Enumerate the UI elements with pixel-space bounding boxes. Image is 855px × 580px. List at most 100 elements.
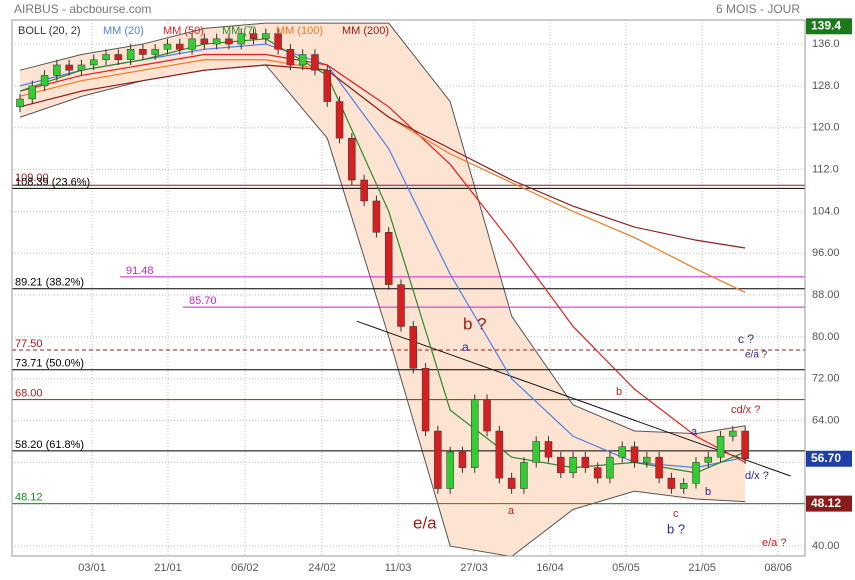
candle-body [16,98,24,108]
candle-body [77,64,86,71]
y-tick-label: 40.00 [812,540,840,552]
candle-body [667,477,676,489]
candle-body [176,43,184,50]
legend-item: BOLL (20, 2) [18,25,81,37]
candle-body [225,38,233,45]
annotation: d/x ? [745,470,769,482]
moving-average [19,64,746,249]
plot-border [11,19,806,557]
candle-body [483,399,491,432]
legend-item: MM (200) [342,25,389,37]
annotation: c ? [738,332,754,346]
candle-body [28,85,37,100]
candle-body [151,49,159,55]
y-tick-label: 112.0 [812,163,839,175]
annotation: a [462,340,469,354]
candle-body [716,435,725,458]
y-tick-label: 120.0 [812,122,840,134]
candle-body [286,49,295,66]
y-tick-label: 128.0 [812,80,840,92]
x-tick-label: 21/01 [154,562,182,574]
bollinger-fill [19,23,746,556]
candle-body [274,33,282,50]
plot-area [12,20,805,556]
candle-body [65,64,73,71]
candle-body [507,477,516,489]
x-tick-label: 27/03 [460,562,488,574]
candle-body [348,137,356,181]
price-tag [806,450,852,467]
chart-title: AIRBUS - abcbourse.com [14,2,151,16]
annotation: b ? [463,314,487,333]
candle-body [630,446,639,463]
price-tag-label: 139.4 [811,18,841,32]
annotation: e/a ? [762,537,786,549]
x-tick-label: 06/02 [231,562,259,574]
x-tick-label: 05/05 [612,562,640,574]
legend-item: MM (100) [276,25,323,37]
level-label: 68.00 [15,388,43,400]
candle-body [40,75,49,87]
annotation: b [705,486,711,498]
candle-body [384,232,393,285]
candle-body [593,467,602,479]
candle-body [212,38,221,45]
candle-body [188,38,196,50]
candle-body [262,33,270,40]
legend-item: MM (50) [163,25,204,37]
level-label: 89.21 (38.2%) [15,277,84,289]
level-label: 91.48 [126,265,154,277]
candle-body [323,69,332,102]
candle-body [458,451,467,468]
price-tag-label: 48.12 [811,496,841,510]
candle-body [200,38,209,45]
y-tick-label: 88.00 [812,289,840,301]
x-tick-label: 03/01 [78,562,106,574]
level-label: 48.12 [15,492,43,504]
candle-body [692,462,700,484]
level-label: 108.39 (23.6%) [15,176,90,188]
level-label: 85.70 [189,295,217,307]
candle-body [569,456,577,474]
y-tick-label: 72.00 [812,373,840,385]
candle-body [126,49,135,60]
candle-body [298,54,307,66]
y-tick-label: 96.00 [812,247,840,259]
level-label: 58.20 (61.8%) [15,439,84,451]
annotation: a [508,505,515,517]
candle-body [520,462,528,489]
candle-body [655,456,663,479]
legend-item: MM (20) [103,25,144,37]
level-label: 73.71 (50.0%) [15,358,84,370]
annotation: a [691,426,698,438]
candle-body [53,64,61,76]
candle-body [643,456,651,463]
candle-body [544,441,553,458]
candle-body [237,33,245,45]
candle-body [741,430,749,459]
candle-body [89,59,98,66]
candle-body [102,54,110,60]
price-tag [806,495,852,512]
candle-body [606,456,614,479]
moving-average [19,53,746,463]
candle-body [495,430,504,479]
candle-body [397,284,405,327]
candle-body [114,54,123,60]
candle-body [532,441,540,463]
y-tick-label: 136.0 [812,38,840,50]
chart-subtitle: 6 MOIS - JOUR [716,2,800,16]
price-tag-label: 56.70 [811,451,841,465]
annotation: e/a [413,513,437,532]
candle-body [360,179,368,202]
candle-body [618,446,626,458]
legend-item: MM (7) [222,25,257,37]
candle-body [446,451,454,489]
x-tick-label: 08/06 [764,562,792,574]
y-tick-label: 104.0 [812,205,840,217]
level-label: 109.00 [15,172,49,184]
x-tick-label: 24/02 [308,562,336,574]
candle-body [335,101,344,139]
